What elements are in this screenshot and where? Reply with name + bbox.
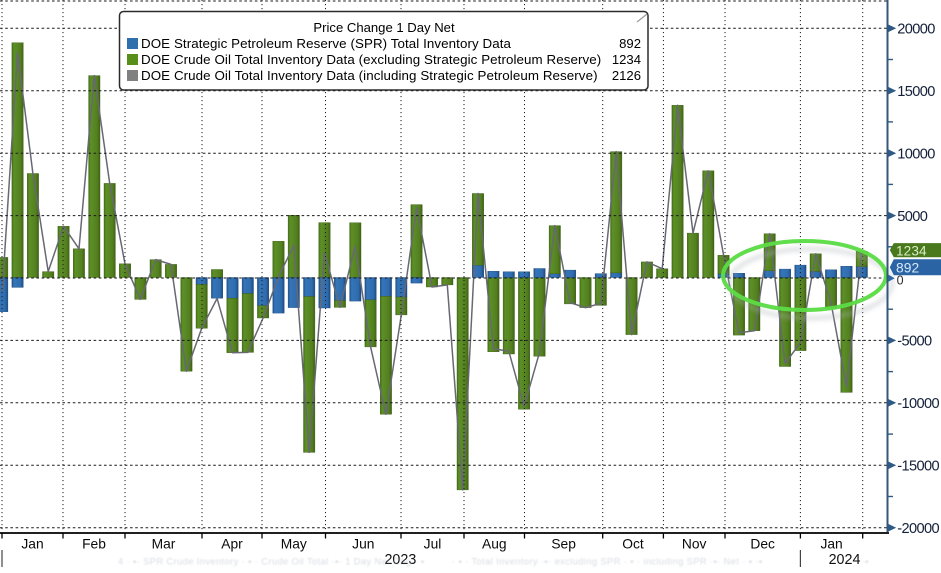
svg-text:Oct: Oct: [622, 536, 644, 551]
svg-text:Feb: Feb: [82, 536, 106, 551]
svg-text:Sep: Sep: [551, 536, 576, 551]
svg-text:-5000: -5000: [897, 334, 932, 350]
svg-text:0: 0: [897, 273, 904, 287]
svg-text:· ▪ · Total Inventory ·▪· excl: · ▪ · Total Inventory ·▪· excluding SPR …: [452, 557, 763, 567]
svg-text:Mar: Mar: [152, 536, 176, 551]
svg-text:2023: 2023: [384, 552, 416, 568]
svg-text:·▪: ·▪: [862, 557, 868, 567]
svg-text:4 · ▪· SPR Crude Inventory · ▪: 4 · ▪· SPR Crude Inventory · ▪ · Crude O…: [118, 557, 425, 567]
svg-text:Aug: Aug: [482, 536, 507, 551]
svg-text:Jan: Jan: [820, 536, 842, 551]
svg-text:Jul: Jul: [424, 536, 442, 551]
svg-text:Jun: Jun: [352, 536, 374, 551]
svg-text:892: 892: [896, 260, 919, 275]
svg-text:Nov: Nov: [682, 536, 707, 551]
svg-text:20000: 20000: [897, 22, 935, 38]
svg-text:1234: 1234: [612, 52, 641, 67]
svg-text:-15000: -15000: [897, 459, 939, 475]
svg-text:-10000: -10000: [897, 396, 939, 412]
svg-text:Jan: Jan: [21, 536, 43, 551]
svg-text:10000: 10000: [897, 146, 935, 162]
svg-text:-20000: -20000: [897, 521, 939, 537]
svg-text:Apr: Apr: [221, 536, 243, 551]
svg-text:DOE Crude Oil Total Inventory: DOE Crude Oil Total Inventory Data (incl…: [141, 68, 598, 83]
svg-text:5000: 5000: [897, 209, 928, 225]
svg-text:2024: 2024: [829, 552, 861, 568]
svg-text:DOE Strategic Petroleum Reserv: DOE Strategic Petroleum Reserve (SPR) To…: [141, 36, 512, 51]
svg-text:Dec: Dec: [750, 536, 775, 551]
svg-text:2126: 2126: [612, 68, 641, 83]
svg-text:15000: 15000: [897, 84, 935, 100]
svg-text:1234: 1234: [896, 244, 927, 259]
svg-text:Price Change 1 Day Net: Price Change 1 Day Net: [313, 20, 455, 35]
svg-text:DOE Crude Oil Total Inventory: DOE Crude Oil Total Inventory Data (excl…: [141, 52, 601, 67]
svg-text:892: 892: [619, 36, 641, 51]
svg-text:May: May: [281, 536, 307, 551]
